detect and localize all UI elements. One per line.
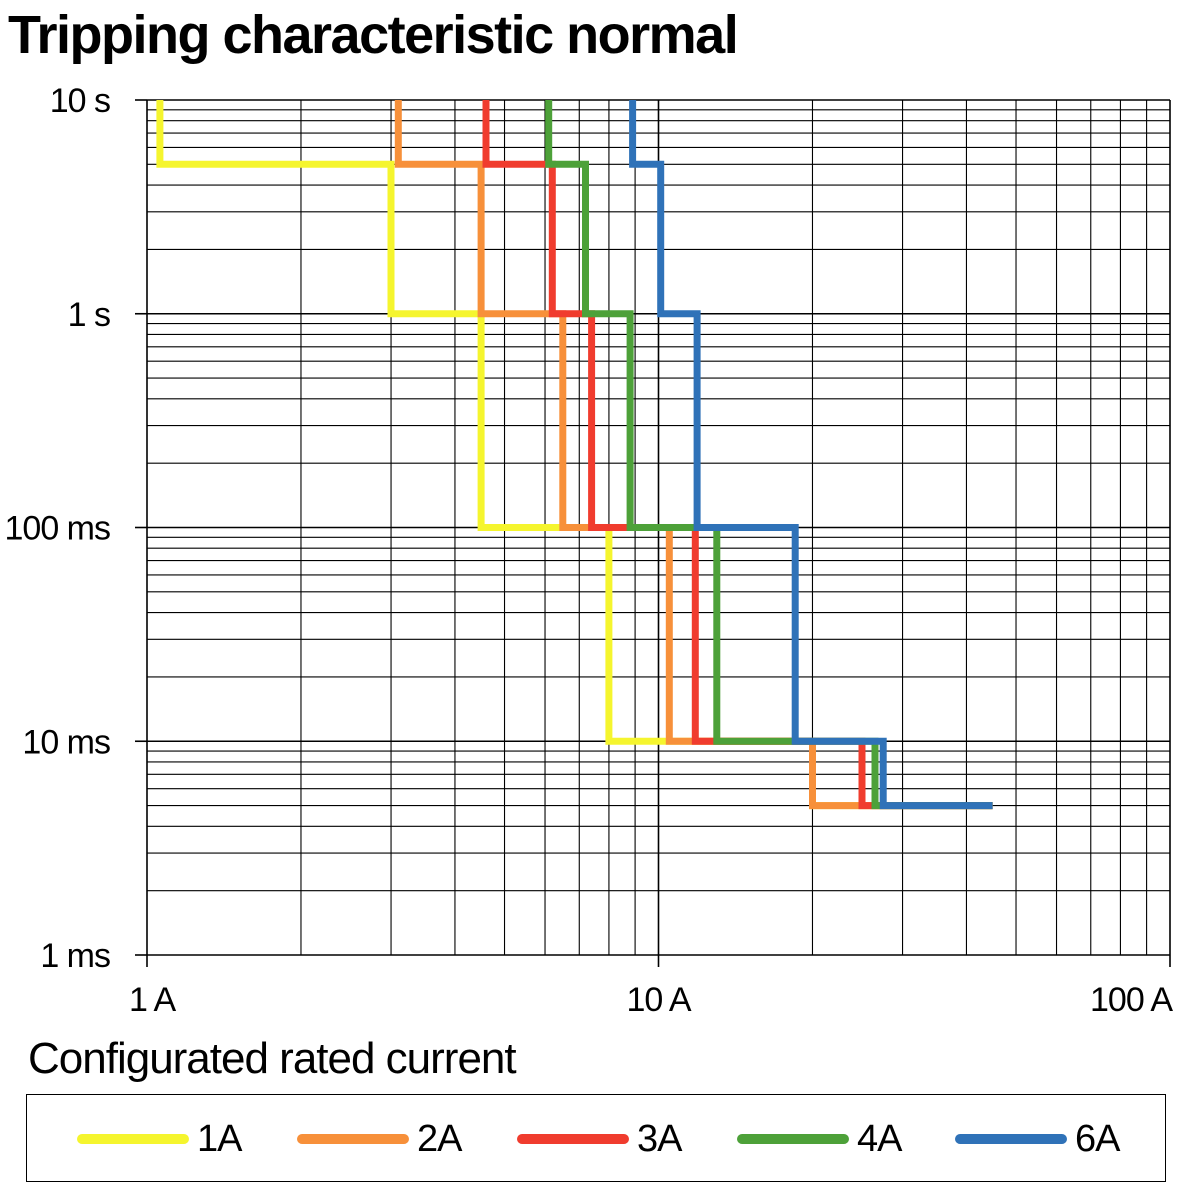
chart-grid <box>135 99 1171 967</box>
y-tick-label: 100 ms <box>5 510 111 548</box>
x-tick-label: 1 A <box>129 981 176 1019</box>
y-tick-label: 1 ms <box>40 937 110 975</box>
legend-swatch <box>297 1134 409 1144</box>
series-line-6A <box>629 100 993 810</box>
series-line-4A <box>545 100 993 810</box>
series-line-2A <box>394 100 993 810</box>
y-tick-label: 1 s <box>68 296 110 334</box>
legend-label: 4A <box>857 1117 902 1160</box>
y-tick-label: 10 ms <box>22 723 110 761</box>
legend-item-3A: 3A <box>517 1095 682 1183</box>
page-title: Tripping characteristic normal <box>8 5 739 65</box>
legend-item-2A: 2A <box>297 1095 462 1183</box>
y-tick-label: 10 s <box>50 82 110 120</box>
legend-item-4A: 4A <box>737 1095 902 1183</box>
x-tick-label: 10 A <box>626 981 691 1019</box>
chart-series <box>156 100 993 810</box>
legend-label: 2A <box>417 1117 462 1160</box>
legend-title: Configurated rated current <box>28 1034 517 1083</box>
legend-swatch <box>737 1134 849 1144</box>
legend-label: 1A <box>197 1117 242 1160</box>
series-line-1A <box>156 100 993 810</box>
legend-item-1A: 1A <box>77 1095 242 1183</box>
legend-label: 6A <box>1075 1117 1120 1160</box>
legend: 1A 2A 3A 4A 6A <box>26 1094 1166 1182</box>
legend-item-6A: 6A <box>955 1095 1120 1183</box>
legend-swatch <box>517 1134 629 1144</box>
series-line-3A <box>482 100 993 810</box>
legend-swatch <box>955 1134 1067 1144</box>
chart-tick-labels: 10 s 1 s 100 ms 10 ms 1 ms 1 A 10 A 100 A <box>5 82 1175 1019</box>
legend-swatch <box>77 1134 189 1144</box>
x-tick-label: 100 A <box>1090 981 1173 1019</box>
legend-label: 3A <box>637 1117 682 1160</box>
